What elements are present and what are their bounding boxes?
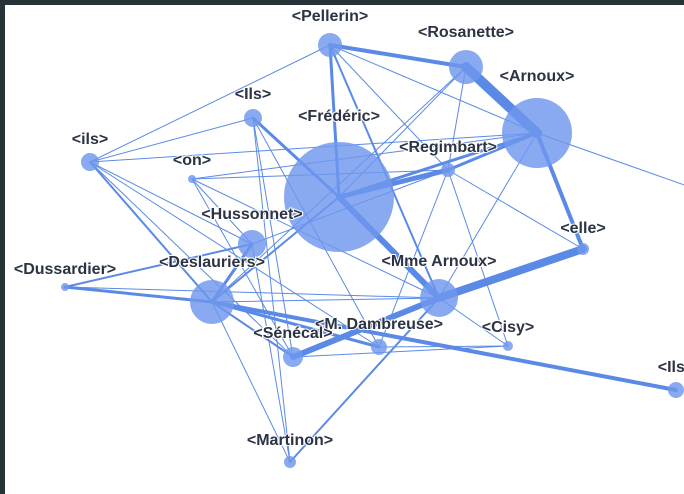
- node: [284, 456, 296, 468]
- node: [284, 142, 394, 252]
- node-label: <Regimbart>: [399, 139, 497, 156]
- node-label: <ils>: [72, 131, 108, 148]
- edge: [447, 169, 584, 250]
- edge: [89, 132, 538, 163]
- node: [577, 243, 589, 255]
- edge: [89, 117, 254, 163]
- edge: [447, 169, 509, 347]
- edge: [447, 66, 467, 171]
- edge: [290, 295, 442, 360]
- edge: [329, 44, 449, 171]
- labels: <Pellerin> <Rosanette> <Arnoux> <Ils> <Frédé…: [13, 7, 684, 450]
- node-label: <Mme Arnoux>: [382, 253, 497, 270]
- node: [668, 382, 684, 398]
- edge: [89, 44, 331, 163]
- node: [81, 153, 99, 171]
- node: [190, 280, 234, 324]
- node: [61, 283, 69, 291]
- nodes: [61, 33, 684, 468]
- node: [502, 98, 572, 168]
- node: [420, 279, 458, 317]
- edge: [211, 297, 440, 303]
- node-label: <Arnoux>: [500, 68, 575, 85]
- node: [449, 50, 483, 84]
- edge: [89, 161, 213, 303]
- node: [244, 109, 262, 127]
- node-label: <Dussardier>: [14, 261, 116, 278]
- edge: [328, 43, 468, 69]
- node-label: <Ils>: [235, 86, 271, 103]
- edge: [252, 117, 291, 463]
- edge: [252, 117, 294, 358]
- node-label: <Ils>: [658, 359, 684, 376]
- node: [371, 339, 387, 355]
- edge: [378, 345, 509, 348]
- node-label: <Hussonnet>: [201, 206, 302, 223]
- node-label: <Deslauriers>: [159, 254, 265, 271]
- node: [503, 341, 513, 351]
- edge: [251, 243, 291, 463]
- node-label: <M. Dambreuse>: [315, 316, 443, 333]
- edge: [435, 245, 587, 302]
- edge: [191, 178, 253, 245]
- edge: [289, 297, 440, 463]
- node: [283, 347, 303, 367]
- edge: [211, 301, 291, 463]
- edge: [292, 345, 509, 358]
- node: [188, 175, 196, 183]
- node-label: <Rosanette>: [418, 24, 514, 41]
- node-label: <Martinon>: [247, 432, 333, 449]
- edge: [89, 161, 253, 245]
- node: [318, 33, 342, 57]
- edge: [210, 300, 381, 349]
- network-graph: <Pellerin> <Rosanette> <Arnoux> <Ils> <Frédé…: [5, 5, 684, 494]
- node-label: <elle>: [560, 220, 605, 237]
- edge: [329, 44, 538, 134]
- node-label: <Frédéric>: [298, 108, 380, 125]
- edge: [191, 178, 294, 358]
- node-label: <Pellerin>: [292, 8, 369, 25]
- node: [441, 163, 455, 177]
- node: [238, 230, 266, 258]
- edge: [64, 286, 440, 299]
- node-label: <Sénécal>: [253, 325, 332, 342]
- edge: [63, 285, 214, 304]
- node-label: <Cisy>: [482, 319, 534, 336]
- edge: [64, 243, 253, 288]
- node-label: <on>: [173, 152, 211, 169]
- edge: [89, 161, 294, 358]
- edge: [378, 169, 449, 348]
